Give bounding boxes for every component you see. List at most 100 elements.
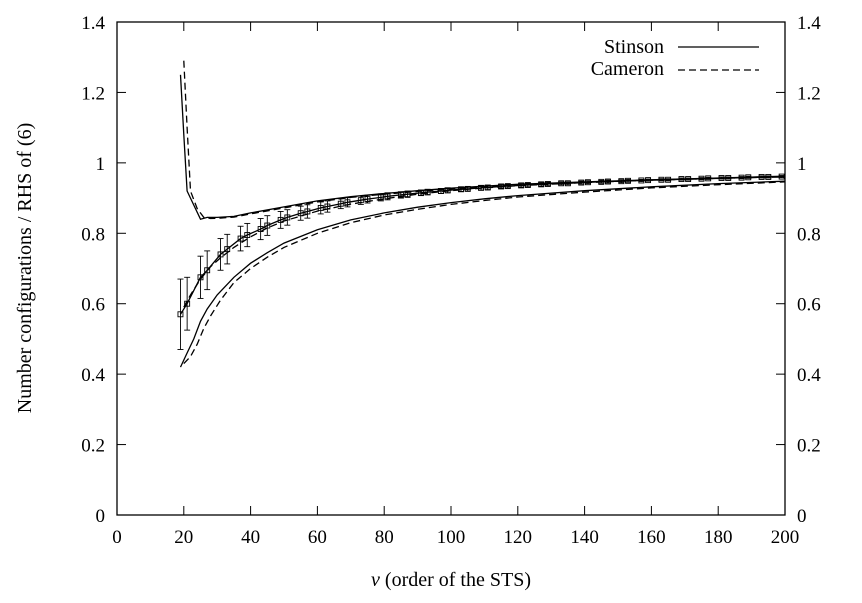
ticks: 0 20 40 60 80 100 120 140 160 180 20000.20.40.60.8… xyxy=(81,13,821,548)
data-point-marker xyxy=(297,210,304,217)
data-point-marker xyxy=(417,189,424,196)
data-point-marker xyxy=(544,181,551,187)
data-point-marker xyxy=(665,176,672,183)
x-axis-label: v (order of the STS) xyxy=(371,569,531,591)
data-point-marker xyxy=(264,222,271,229)
y2-tick-label: 0 xyxy=(797,506,807,527)
data-point-marker xyxy=(564,180,571,187)
x-tick-label: 140 xyxy=(570,527,599,548)
data-point-marker xyxy=(177,311,184,318)
data-point-marker xyxy=(304,208,311,215)
data-point-marker xyxy=(458,186,464,193)
y-tick-label: 0.4 xyxy=(81,365,105,386)
error-bars xyxy=(177,173,785,350)
y2-tick-label: 0.6 xyxy=(797,295,821,316)
data-point-marker xyxy=(384,193,391,200)
y-tick-label: 0 xyxy=(96,506,106,527)
data-point-marker xyxy=(705,175,712,182)
data-point-marker xyxy=(484,184,491,191)
x-tick-label: 120 xyxy=(504,527,533,548)
x-tick-label: 80 xyxy=(375,527,394,548)
stinson-lower-line xyxy=(179,180,786,368)
data-point-marker xyxy=(685,176,692,183)
y2-tick-label: 0.8 xyxy=(797,224,821,245)
data-point-marker xyxy=(718,175,725,181)
data-point-marker xyxy=(538,181,545,188)
data-point-marker xyxy=(618,178,625,185)
y2-tick-label: 1.2 xyxy=(797,83,821,104)
data-point-marker xyxy=(518,182,525,189)
stinson-upper-line xyxy=(179,74,786,220)
data-point-marker xyxy=(284,214,291,221)
data-point-marker xyxy=(337,200,344,207)
x-tick-label: 160 xyxy=(637,527,666,548)
data-point-marker xyxy=(738,174,745,181)
data-point-marker xyxy=(244,232,251,238)
cameron-lower-line xyxy=(183,181,786,365)
data-point-marker xyxy=(725,175,732,181)
y-tick-label: 1.2 xyxy=(81,83,105,104)
data-point-marker xyxy=(364,196,371,203)
data-point-marker xyxy=(758,173,765,180)
data-point-marker xyxy=(658,176,665,183)
data-point-marker xyxy=(558,180,565,187)
data-point-marker xyxy=(324,203,331,210)
data-point-marker xyxy=(404,191,411,198)
x-axis-variable: v xyxy=(371,569,380,591)
y-tick-label: 0.8 xyxy=(81,224,105,245)
data-point-marker xyxy=(504,183,511,190)
data-point-marker xyxy=(444,187,451,194)
x-tick-label: 200 xyxy=(771,527,800,548)
stinson-mean-line xyxy=(179,175,782,315)
data-point-marker xyxy=(464,185,471,192)
data-point-marker xyxy=(638,177,645,184)
y-tick-label: 0.2 xyxy=(81,436,105,457)
x-tick-label: 180 xyxy=(704,527,733,548)
data-point-marker xyxy=(424,189,431,196)
y-tick-label: 1 xyxy=(96,154,106,175)
data-point-marker xyxy=(217,251,224,258)
data-point-marker xyxy=(184,300,191,307)
data-point-marker xyxy=(765,173,772,180)
data-point-marker xyxy=(698,175,705,182)
data-point-marker xyxy=(478,184,485,191)
data-point-marker xyxy=(377,194,384,201)
plot-frame xyxy=(116,21,786,516)
data-point-marker xyxy=(197,274,204,281)
data-point-marker xyxy=(237,235,244,242)
data-point-marker xyxy=(598,178,605,185)
y-tick-label: 1.4 xyxy=(81,13,105,34)
y-tick-label: 0.6 xyxy=(81,295,105,316)
data-point-marker xyxy=(344,199,351,206)
y2-tick-label: 0.2 xyxy=(797,436,821,457)
data-point-marker xyxy=(578,179,585,186)
data-point-marker xyxy=(357,197,364,204)
data-point-marker xyxy=(584,179,591,186)
y2-tick-label: 1.4 xyxy=(797,13,821,34)
x-tick-label: 40 xyxy=(241,527,260,548)
x-tick-label: 0 xyxy=(112,527,122,548)
series-layer xyxy=(179,60,786,368)
legend-label-cameron: Cameron xyxy=(591,58,664,80)
data-point-marker xyxy=(625,177,631,184)
y2-tick-label: 0.4 xyxy=(797,365,821,386)
y2-tick-label: 1 xyxy=(797,154,807,175)
x-tick-label: 60 xyxy=(308,527,327,548)
data-point-marker xyxy=(224,246,231,253)
data-point-marker xyxy=(605,178,611,185)
cameron-mean-line xyxy=(183,176,786,308)
x-tick-label: 100 xyxy=(437,527,466,548)
x-tick-label: 20 xyxy=(174,527,193,548)
data-point-marker xyxy=(645,177,652,184)
data-point-marker xyxy=(317,204,324,211)
data-point-marker xyxy=(778,173,785,180)
data-point-marker xyxy=(277,216,284,223)
data-point-marker xyxy=(397,191,404,198)
data-point-marker xyxy=(745,174,752,181)
legend: Stinson Cameron xyxy=(591,36,759,80)
data-point-marker xyxy=(524,182,531,188)
y-axis-label: Number configurations / RHS of (6) xyxy=(14,123,36,414)
data-point-marker xyxy=(438,188,444,194)
x-axis-label-text: (order of the STS) xyxy=(380,569,531,591)
